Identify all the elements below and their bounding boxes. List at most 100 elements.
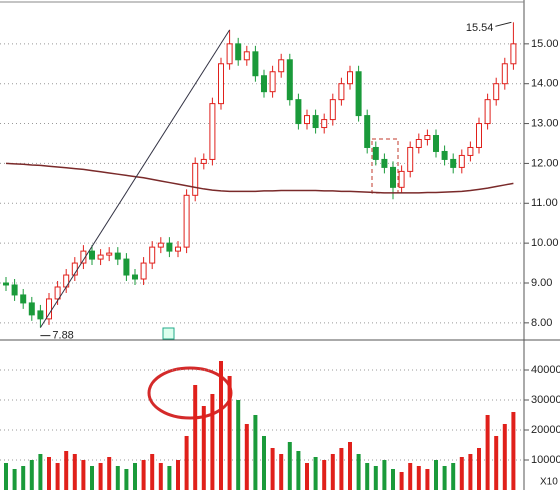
volume-bar: [158, 462, 163, 490]
high-annotation: 15.54: [466, 22, 494, 34]
volume-bar: [330, 453, 335, 490]
volume-bar: [391, 468, 395, 490]
volume-bar: [365, 462, 370, 490]
candle-body: [467, 146, 474, 156]
volume-bar: [279, 453, 284, 490]
volume-bar: [262, 435, 266, 490]
volume-bar: [253, 414, 258, 490]
volume-bar: [236, 399, 241, 490]
marker-icon: [162, 327, 175, 340]
candle-body: [458, 154, 465, 168]
candle-body: [106, 252, 113, 256]
candle-body: [450, 158, 457, 168]
candle-body: [390, 166, 396, 188]
volume-bar: [502, 423, 507, 490]
unit-label: X10: [540, 477, 558, 488]
candle-body: [175, 246, 181, 252]
volume-bar: [81, 459, 86, 490]
candle-body: [20, 294, 27, 304]
volume-bar: [64, 450, 69, 490]
volume-bar: [339, 447, 344, 490]
high-pointer: [495, 21, 512, 27]
volume-bar: [434, 459, 438, 490]
candle-body: [269, 71, 276, 93]
volume-bar: [468, 453, 473, 490]
y-tick-label: 10000: [531, 454, 560, 466]
y-tick-label: 9.00: [531, 277, 552, 289]
volume-bar: [322, 459, 327, 490]
volume-bar: [193, 384, 198, 490]
y-tick-label: 8.00: [531, 317, 552, 329]
candle-body: [304, 115, 310, 125]
candle-body: [510, 43, 517, 65]
candle-body: [372, 146, 379, 160]
volume-bar: [494, 435, 499, 490]
volume-bar: [459, 456, 464, 490]
candle-body: [166, 242, 173, 252]
candle-body: [433, 135, 439, 152]
y-tick-label: 10.00: [531, 237, 559, 249]
candle-body: [157, 242, 164, 248]
volume-bar: [21, 465, 26, 490]
candle-body: [286, 59, 293, 101]
volume-bar: [167, 465, 172, 490]
volume-bar: [29, 459, 34, 490]
candle-body: [252, 51, 259, 77]
candle-body: [407, 146, 414, 172]
candle-body: [209, 103, 216, 160]
volume-bar: [115, 465, 120, 490]
moving-average: [5, 162, 514, 194]
candle-body: [123, 258, 130, 276]
candle-body: [28, 302, 35, 316]
volume-bar: [72, 453, 77, 490]
candle-body: [347, 71, 353, 85]
volume-bar: [184, 435, 189, 490]
candle-body: [97, 254, 104, 260]
volume-bar: [382, 459, 387, 490]
volume-bar: [4, 462, 8, 490]
candle-body: [80, 250, 87, 264]
candle-body: [192, 162, 199, 196]
candle-body: [355, 71, 362, 117]
candle-body: [441, 150, 448, 160]
candle-body: [295, 99, 302, 125]
volume-bar: [38, 453, 43, 490]
volume-bar: [176, 459, 180, 490]
volume-bar: [133, 462, 137, 490]
candle-body: [424, 135, 431, 141]
candle-body: [218, 63, 224, 105]
volume-bar: [305, 462, 309, 490]
y-tick-label: 15.00: [531, 38, 559, 50]
volume-bar: [477, 447, 481, 490]
volume-bar: [244, 423, 249, 490]
candle-body: [140, 262, 147, 280]
candle-body: [493, 83, 500, 101]
volume-bar: [313, 456, 318, 490]
candle-body: [476, 123, 482, 148]
candle-body: [132, 274, 138, 280]
candle-body: [11, 284, 18, 296]
volume-bar: [373, 465, 378, 490]
candle-body: [398, 170, 405, 188]
volume-bar: [296, 450, 301, 490]
y-tick-label: 11.00: [531, 197, 558, 209]
candle-body: [243, 51, 250, 61]
volume-bar: [219, 360, 223, 490]
candle-body: [364, 115, 371, 148]
volume-bar: [287, 441, 292, 490]
candle-body: [183, 194, 190, 248]
volume-bar: [47, 456, 51, 490]
volume-bar: [451, 462, 456, 490]
volume-bar: [416, 465, 421, 490]
volume-bar: [98, 462, 103, 490]
candle-body: [329, 99, 336, 121]
volume-bar: [55, 462, 60, 490]
volume-bar: [442, 465, 447, 490]
y-tick-label: 14.00: [531, 78, 559, 90]
candle-body: [149, 246, 156, 264]
candle-body: [261, 75, 267, 93]
candle-body: [37, 310, 44, 320]
candle-body: [235, 43, 242, 61]
